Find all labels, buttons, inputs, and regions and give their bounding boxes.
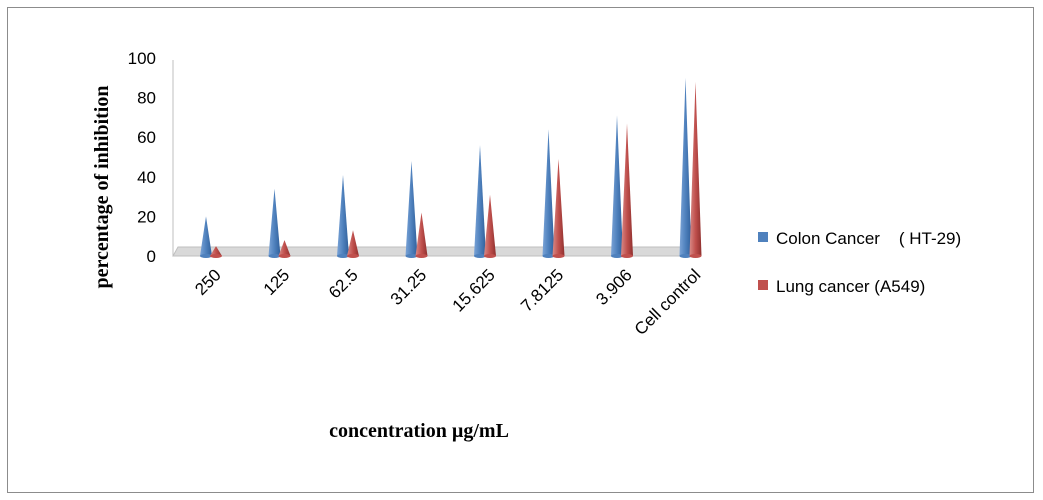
y-tick-label: 20 [137, 207, 156, 226]
legend-label-colon: Colon Cancer ( HT-29) [776, 229, 961, 248]
bar-base-lung-6 [621, 254, 633, 258]
x-tick-label: Cell control [631, 265, 705, 339]
bar-base-lung-7 [689, 254, 702, 258]
bar-lung-6 [621, 123, 633, 256]
bar-base-colon-5 [542, 254, 555, 258]
bar-colon-5 [542, 129, 555, 256]
bar-colon-2 [337, 174, 349, 256]
legend: Colon Cancer ( HT-29) Lung cancer (A549) [758, 229, 961, 296]
bar-lung-0 [210, 246, 222, 256]
bar-colon-6 [611, 115, 623, 256]
bar-base-lung-2 [347, 254, 359, 258]
bar-base-colon-0 [200, 254, 212, 258]
bar-base-lung-5 [552, 254, 565, 258]
x-tick-label: 31.25 [387, 265, 431, 309]
bar-lung-5 [552, 158, 565, 256]
y-tick-label: 80 [137, 89, 156, 108]
bar-lung-1 [278, 240, 291, 256]
bar-base-colon-2 [337, 254, 349, 258]
x-tick-label: 3.906 [592, 265, 636, 309]
bar-base-lung-0 [210, 254, 222, 258]
bar-colon-7 [679, 77, 692, 256]
bar-base-colon-1 [268, 254, 281, 258]
bar-base-lung-1 [278, 254, 291, 258]
y-tick-label: 100 [128, 49, 156, 68]
bar-base-lung-3 [415, 254, 428, 258]
legend-swatch-colon [758, 232, 768, 242]
x-tick-label: 125 [260, 265, 293, 298]
legend-swatch-lung [758, 280, 768, 290]
bar-colon-1 [268, 188, 281, 256]
y-tick-label: 40 [137, 168, 156, 187]
y-axis-title: percentage of inhibition [91, 86, 113, 289]
y-tick-label: 0 [147, 247, 156, 266]
bar-base-colon-6 [611, 254, 623, 258]
bar-lung-4 [484, 194, 496, 256]
x-tick-label: 62.5 [325, 265, 362, 302]
x-tick-label: 250 [191, 265, 224, 298]
bar-base-colon-4 [474, 254, 486, 258]
bar-lung-3 [415, 212, 428, 256]
bar-base-lung-4 [484, 254, 496, 258]
bar-lung-2 [347, 230, 359, 256]
bar-colon-3 [405, 160, 418, 256]
x-axis-title: concentration µg/mL [329, 420, 509, 442]
x-tick-label: 7.8125 [517, 265, 567, 315]
bar-colon-0 [200, 216, 212, 256]
bar-lung-7 [689, 81, 702, 256]
x-tick-label: 15.625 [449, 265, 499, 315]
bar-base-colon-7 [679, 254, 692, 258]
bar-colon-4 [474, 145, 486, 256]
bar-base-colon-3 [405, 254, 418, 258]
y-tick-label: 60 [137, 128, 156, 147]
legend-label-lung: Lung cancer (A549) [776, 277, 925, 296]
